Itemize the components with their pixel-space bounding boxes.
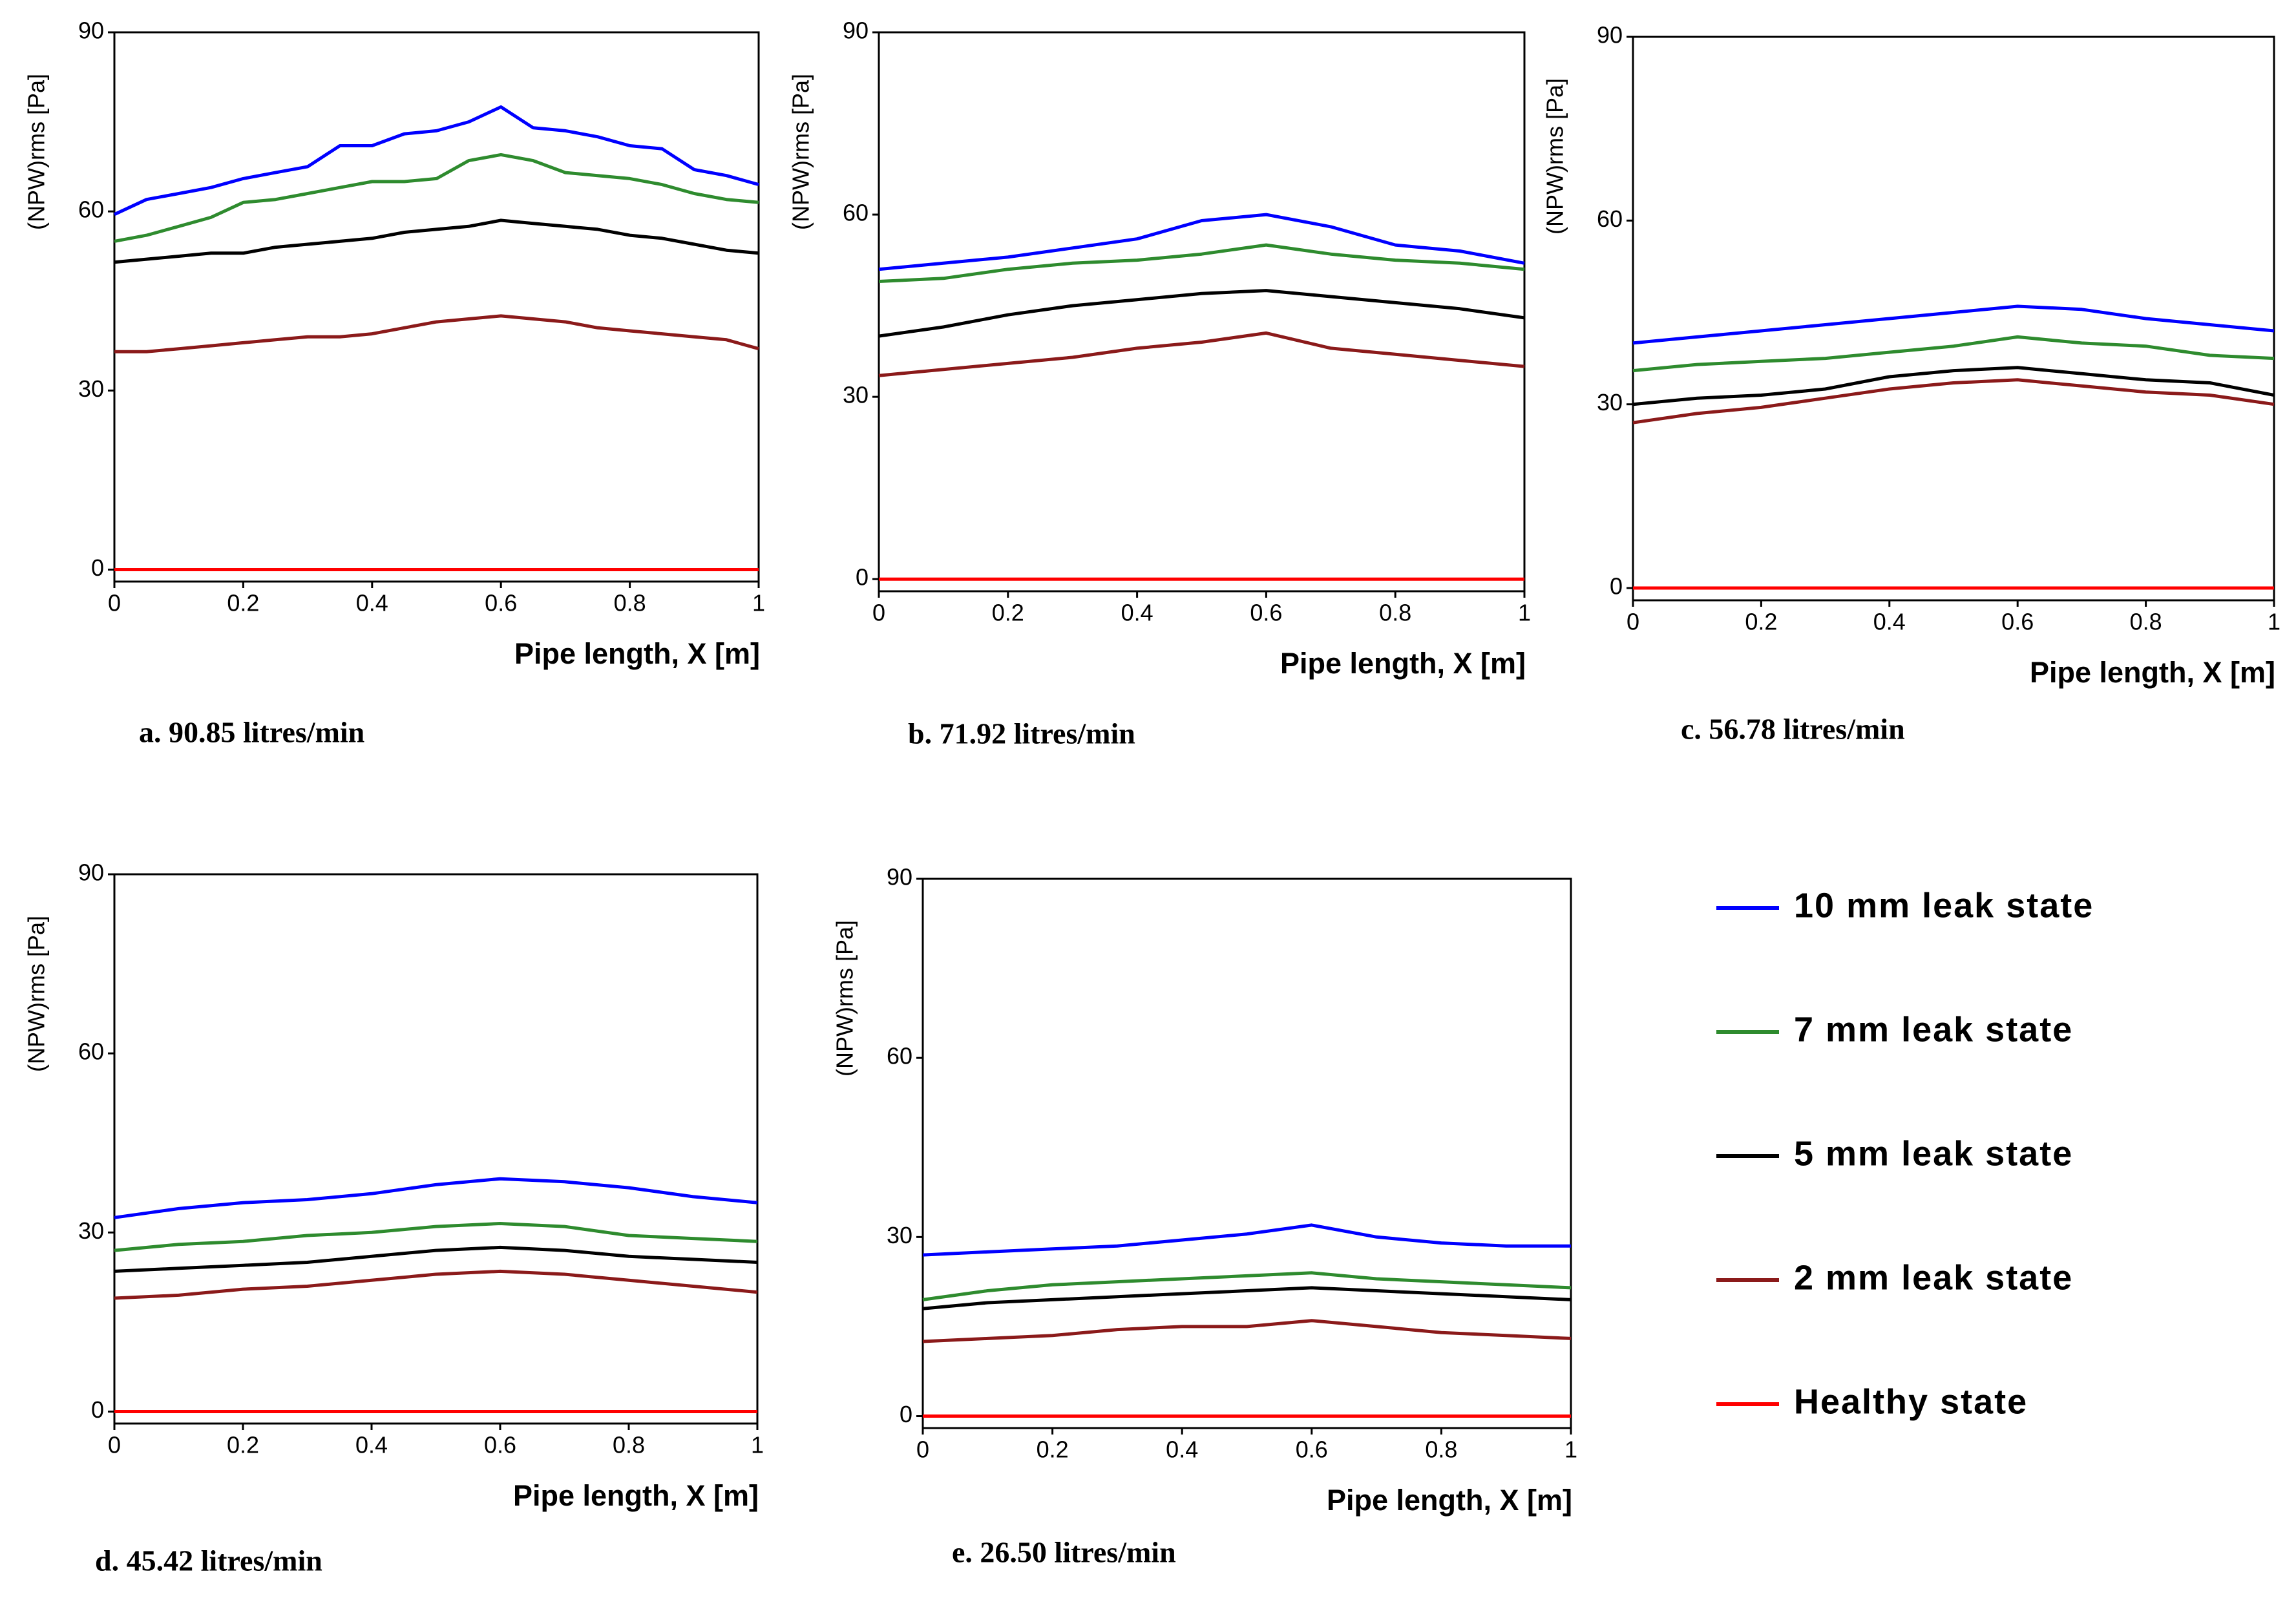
y-tick-label: 0	[856, 564, 869, 591]
data-line	[922, 1319, 1572, 1343]
data-line	[1632, 378, 2275, 425]
x-tick-label: 1	[751, 1432, 764, 1458]
y-tick-label: 60	[78, 1038, 104, 1065]
y-tick-label: 0	[900, 1401, 912, 1427]
y-tick-label: 60	[1597, 205, 1623, 232]
y-tick-label: 90	[1597, 22, 1623, 48]
data-line	[114, 1245, 758, 1273]
x-tick-label: 1	[2268, 609, 2280, 635]
y-axis-label: (NPW)rms [Pa]	[23, 916, 50, 1072]
data-line	[114, 152, 759, 243]
y-tick-label: 90	[78, 17, 104, 44]
x-tick-label: 0.6	[1296, 1436, 1328, 1463]
data-line	[878, 243, 1525, 283]
y-tick-label: 90	[843, 17, 869, 44]
x-tick-label: 0.2	[1745, 609, 1777, 635]
x-tick-label: 0.2	[227, 590, 259, 616]
x-tick-label: 0.4	[1121, 600, 1153, 626]
panel-caption: d. 45.42 litres/min	[95, 1544, 322, 1577]
x-tick-label: 0.4	[355, 1432, 388, 1458]
x-tick-label: 0.8	[1425, 1436, 1457, 1463]
y-tick-label: 90	[887, 864, 912, 890]
plot-frame	[113, 31, 760, 583]
panel-caption: b. 71.92 litres/min	[908, 717, 1135, 750]
y-axis-label: (NPW)rms [Pa]	[1542, 78, 1568, 235]
x-tick-label: 0.2	[227, 1432, 259, 1458]
x-tick-label: 1	[1564, 1436, 1577, 1463]
data-line	[114, 1269, 758, 1300]
y-tick-label: 30	[843, 382, 869, 408]
y-tick-label: 60	[843, 200, 869, 226]
y-axis-label: (NPW)rms [Pa]	[23, 74, 50, 230]
panel-caption: c. 56.78 litres/min	[1681, 713, 1905, 746]
data-line	[114, 1222, 758, 1252]
x-tick-label: 1	[752, 590, 765, 616]
y-tick-label: 0	[91, 554, 104, 581]
x-axis-label: Pipe length, X [m]	[1327, 1484, 1572, 1517]
legend-label: 10 mm leak state	[1794, 886, 2094, 925]
data-line	[1632, 366, 2275, 406]
data-line	[922, 1271, 1572, 1301]
legend-label: 7 mm leak state	[1794, 1010, 2073, 1049]
plot-frame	[878, 31, 1526, 593]
data-line	[114, 218, 759, 264]
data-line	[114, 314, 759, 353]
x-tick-label: 0.2	[1037, 1436, 1069, 1463]
x-tick-label: 0.6	[484, 1432, 516, 1458]
data-line	[878, 289, 1525, 338]
legend-label: Healthy state	[1794, 1382, 2028, 1421]
x-tick-label: 0.8	[614, 590, 646, 616]
x-tick-label: 0.6	[1250, 600, 1282, 626]
data-line	[922, 1223, 1571, 1257]
y-axis-label: (NPW)rms [Pa]	[832, 920, 858, 1077]
plot-frame	[113, 873, 759, 1425]
x-axis-label: Pipe length, X [m]	[1280, 647, 1526, 680]
x-tick-label: 0.4	[356, 590, 388, 616]
data-line	[114, 1177, 758, 1219]
plot-frame	[1632, 36, 2275, 602]
x-axis-label: Pipe length, X [m]	[513, 1479, 759, 1512]
x-tick-label: 0.2	[992, 600, 1024, 626]
data-line	[878, 331, 1525, 377]
y-tick-label: 0	[91, 1396, 104, 1423]
x-tick-label: 0.6	[2001, 609, 2034, 635]
legend-label: 2 mm leak state	[1794, 1258, 2073, 1297]
y-tick-label: 60	[78, 196, 104, 223]
data-line	[113, 105, 759, 216]
data-line	[878, 213, 1525, 271]
y-tick-label: 30	[78, 1217, 104, 1244]
y-axis-label: (NPW)rms [Pa]	[788, 74, 814, 230]
x-tick-label: 0.6	[485, 590, 517, 616]
x-tick-label: 0.8	[613, 1432, 645, 1458]
y-tick-label: 0	[1610, 573, 1623, 600]
data-line	[922, 1286, 1572, 1310]
x-tick-label: 0.8	[2130, 609, 2162, 635]
x-tick-label: 0.4	[1873, 609, 1906, 635]
x-tick-label: 0	[108, 590, 121, 616]
panel-caption: e. 26.50 litres/min	[952, 1536, 1176, 1569]
y-tick-label: 30	[78, 375, 104, 402]
x-tick-label: 0	[872, 600, 885, 626]
x-tick-label: 0	[108, 1432, 121, 1458]
y-tick-label: 90	[78, 859, 104, 886]
y-tick-label: 60	[887, 1043, 912, 1069]
data-line	[1632, 304, 2275, 345]
y-tick-label: 30	[887, 1222, 912, 1248]
x-tick-label: 0.4	[1166, 1436, 1198, 1463]
legend-label: 5 mm leak state	[1794, 1134, 2073, 1173]
x-axis-label: Pipe length, X [m]	[2030, 656, 2275, 689]
x-tick-label: 0	[916, 1436, 929, 1463]
x-axis-label: Pipe length, X [m]	[514, 637, 760, 670]
y-tick-label: 30	[1597, 389, 1623, 415]
x-tick-label: 0.8	[1379, 600, 1411, 626]
panel-caption: a. 90.85 litres/min	[139, 716, 364, 749]
x-tick-label: 0	[1627, 609, 1639, 635]
data-line	[1632, 335, 2275, 373]
x-tick-label: 1	[1518, 600, 1531, 626]
plot-frame	[922, 878, 1572, 1429]
